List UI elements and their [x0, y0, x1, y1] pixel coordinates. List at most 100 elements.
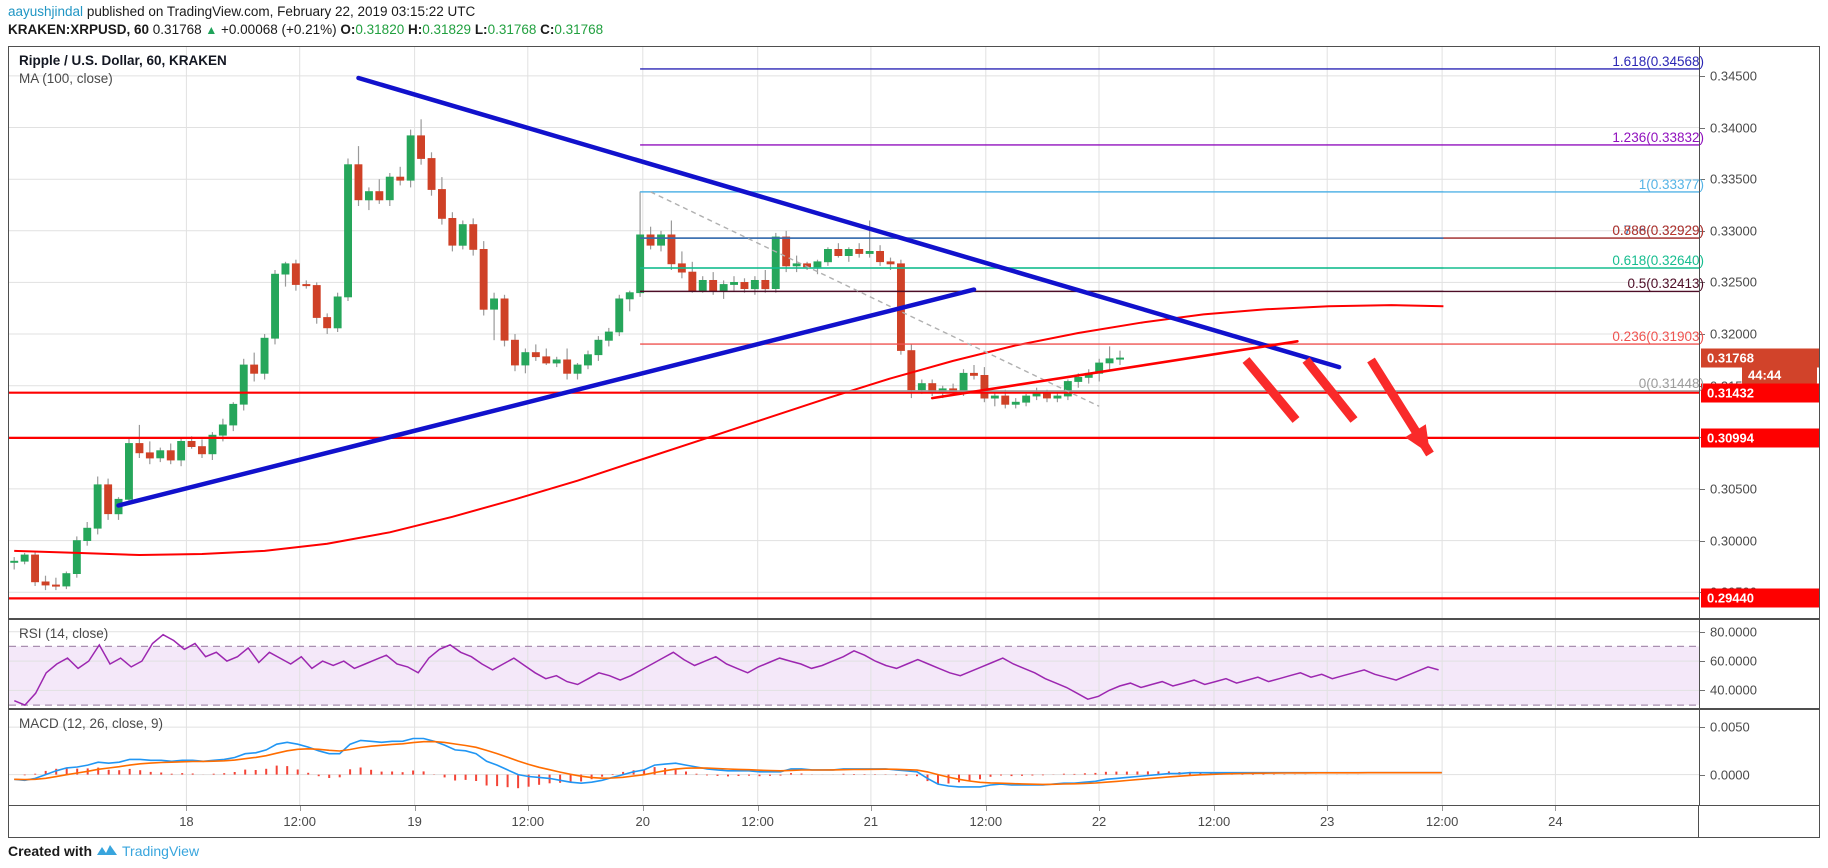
time-axis-tick: 12:00 [1197, 814, 1231, 829]
price-legend-title: Ripple / U.S. Dollar, 60, KRAKEN [19, 53, 227, 68]
rsi-plot-area[interactable] [9, 620, 1699, 708]
symbol-label: KRAKEN:XRPUSD, 60 [8, 22, 150, 37]
price-plot-area[interactable] [9, 47, 1699, 618]
time-tick-mark [299, 806, 301, 811]
price-axis-tick: 0.33000 [1710, 223, 1757, 239]
price-axis[interactable]: 0.34500 0.34000 0.33500 0.33000 0.32500 0.320… [1699, 47, 1819, 618]
time-axis-tick: 24 [1548, 814, 1563, 829]
created-with-label: Created with [8, 843, 93, 859]
rsi-axis-tick: 40.0000 [1710, 682, 1757, 698]
price-change: +0.00068 [221, 22, 278, 37]
fib-level-label: 1(0.33377) [1638, 176, 1704, 192]
low-value: 0.31768 [487, 22, 537, 37]
time-tick-mark [870, 806, 872, 811]
price-tick-mark [1700, 127, 1705, 129]
high-value: 0.31829 [422, 22, 472, 37]
time-axis-tick: 22 [1091, 814, 1107, 829]
time-tick-mark [642, 806, 644, 811]
author-name: aayushjindal [8, 4, 84, 19]
time-axis-tick: 12:00 [741, 814, 774, 829]
fib-level-label: 1.236(0.33832) [1612, 129, 1704, 145]
fib-level-label: 0.5(0.32413) [1627, 276, 1704, 292]
rsi-tick-mark [1700, 690, 1705, 692]
price-tick-mark [1700, 230, 1705, 232]
time-axis-tick: 12:00 [1425, 814, 1459, 829]
time-tick-mark [1213, 806, 1215, 811]
price-tick-mark [1700, 334, 1705, 336]
rsi-tick-mark [1700, 631, 1705, 633]
price-axis-tick: 0.33500 [1710, 171, 1757, 187]
up-triangle-icon: ▲ [205, 23, 218, 37]
fib-level-label: 0.236(0.31903) [1612, 329, 1704, 345]
time-axis-tick: 21 [863, 814, 879, 829]
open-value: 0.31820 [355, 22, 405, 37]
price-axis-tick: 0.30500 [1710, 481, 1757, 497]
macd-plot-area[interactable] [9, 710, 1699, 805]
open-label: O: [340, 22, 356, 37]
macd-legend: MACD (12, 26, close, 9) [19, 716, 164, 731]
macd-axis-tick: 0.0000 [1710, 767, 1750, 783]
countdown-badge: 44:44 [1742, 365, 1817, 385]
time-tick-mark [985, 806, 987, 811]
time-tick-mark [1442, 806, 1444, 811]
time-axis[interactable]: 18 12:00 19 12:00 20 12:00 21 12:00 22 12:00 23 12:… [8, 806, 1820, 838]
fib-level-label: 1.618(0.34568) [1612, 53, 1704, 69]
time-tick-mark [1099, 806, 1101, 811]
time-tick-mark [527, 806, 529, 811]
time-tick-mark [1327, 806, 1329, 811]
close-value: 0.31768 [554, 22, 604, 37]
price-axis-flag: 0.31768 [1701, 348, 1819, 368]
footer-credit: Created with TradingView [8, 843, 199, 859]
macd-axis[interactable]: 0.0050 0.0000 [1699, 710, 1819, 805]
rsi-axis-tick: 60.0000 [1710, 653, 1757, 669]
time-axis-tick: 12:00 [283, 814, 316, 829]
tradingview-wordmark: TradingView [122, 843, 200, 859]
fib-level-label: 0.888(0.32929) [1612, 223, 1704, 239]
price-axis-tick: 0.30000 [1710, 533, 1757, 549]
time-axis-tick: 20 [635, 814, 650, 829]
price-change-pct: (+0.21%) [281, 22, 337, 37]
rsi-legend: RSI (14, close) [19, 626, 109, 641]
price-axis-flag: 0.29440 [1701, 588, 1819, 608]
time-tick-mark [757, 806, 759, 811]
macd-tick-mark [1700, 727, 1705, 729]
price-axis-tick: 0.32500 [1710, 274, 1757, 290]
rsi-tick-mark [1700, 661, 1705, 663]
fib-level-label: 0.786(0.32929) [1612, 223, 1704, 239]
price-panel[interactable]: Ripple / U.S. Dollar, 60, KRAKEN MA (100… [8, 46, 1820, 619]
fib-level-label: 0(0.31448) [1638, 376, 1704, 392]
rsi-axis[interactable]: 80.0000 60.0000 40.0000 [1699, 620, 1819, 708]
price-legend-ma: MA (100, close) [19, 71, 113, 86]
price-axis-flag: 0.31432 [1701, 383, 1819, 403]
price-tick-mark [1700, 540, 1705, 542]
attribution-line: aayushjindal published on TradingView.co… [8, 4, 475, 19]
rsi-axis-tick: 80.0000 [1710, 624, 1757, 640]
quote-line: KRAKEN:XRPUSD, 60 0.31768 ▲ +0.00068 (+0… [8, 22, 603, 37]
price-tick-mark [1700, 75, 1705, 77]
price-tick-mark [1700, 488, 1705, 490]
close-label: C: [540, 22, 555, 37]
tradingview-logo-icon [96, 844, 118, 859]
time-tick-mark [1555, 806, 1557, 811]
fib-level-label: 0.618(0.32640) [1612, 252, 1704, 268]
time-tick-mark [186, 806, 188, 811]
macd-panel[interactable]: MACD (12, 26, close, 9) 0.0050 0.0000 [8, 709, 1820, 806]
time-axis-tick: 19 [407, 814, 422, 829]
price-axis-flag: 0.30994 [1701, 428, 1819, 448]
price-axis-tick: 0.32000 [1710, 326, 1757, 342]
rsi-panel[interactable]: RSI (14, close) 80.0000 60.0000 40.0000 [8, 619, 1820, 709]
time-axis-separator [1698, 806, 1699, 837]
time-axis-tick: 12:00 [511, 814, 545, 829]
high-label: H: [407, 22, 423, 37]
time-axis-tick: 18 [179, 814, 194, 829]
low-label: L: [474, 22, 488, 37]
price-tick-mark [1700, 179, 1705, 181]
last-price: 0.31768 [152, 22, 202, 37]
macd-axis-tick: 0.0050 [1710, 719, 1750, 735]
time-tick-mark [414, 806, 416, 811]
attribution-text: published on TradingView.com, February 2… [83, 4, 476, 19]
price-axis-tick: 0.34000 [1710, 120, 1757, 136]
price-axis-tick: 0.34500 [1710, 68, 1757, 84]
time-axis-tick: 12:00 [969, 814, 1003, 829]
